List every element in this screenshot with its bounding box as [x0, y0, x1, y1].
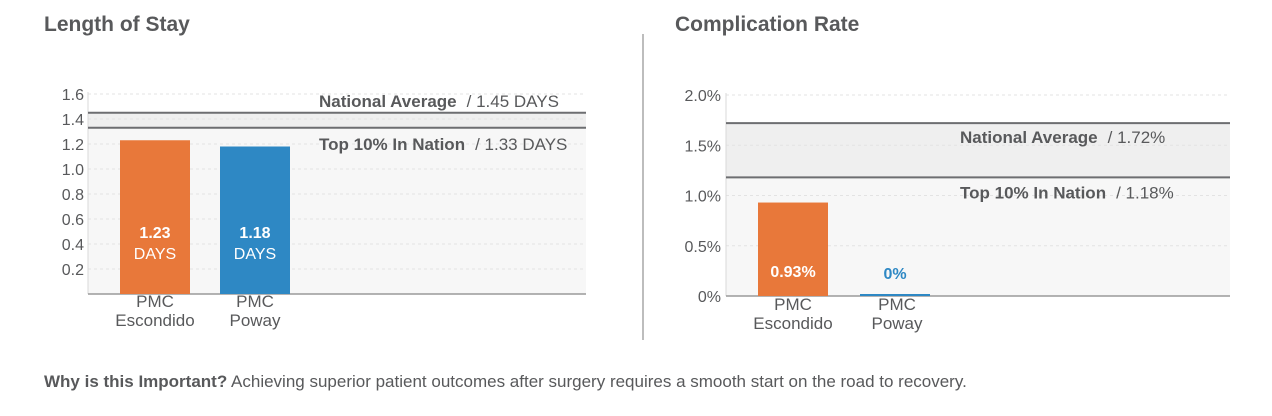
y-tick-label: 1.0	[62, 162, 84, 179]
bar	[120, 140, 190, 294]
y-tick-label: 0.8	[62, 187, 84, 204]
x-category-label: PMC	[774, 295, 812, 314]
y-tick-label: 0.6	[62, 212, 84, 229]
bar	[220, 146, 290, 294]
panel-divider	[642, 34, 644, 340]
x-category-label: Poway	[229, 311, 281, 330]
y-tick-label: 0.4	[62, 237, 84, 254]
bar	[758, 202, 828, 296]
footer-note: Why is this Important? Achieving superio…	[44, 372, 967, 392]
x-category-label: Poway	[871, 314, 923, 333]
reference-line-name: Top 10% In Nation	[960, 183, 1106, 202]
chart-title-complication-rate: Complication Rate	[675, 13, 860, 36]
y-tick-label: 1.5%	[685, 138, 721, 155]
y-tick-label: 0%	[698, 289, 721, 306]
y-tick-label: 2.0%	[685, 88, 721, 105]
bar-value-label: 1.23	[139, 225, 170, 242]
y-tick-label: 1.6	[62, 87, 84, 104]
y-tick-label: 0.5%	[685, 239, 721, 256]
reference-band	[726, 123, 1230, 178]
bar-value-label: 1.18	[239, 225, 270, 242]
y-tick-label: 1.2	[62, 137, 84, 154]
x-category-label: PMC	[236, 292, 274, 311]
bar	[860, 294, 930, 296]
y-tick-label: 1.0%	[685, 189, 721, 206]
y-tick-label: 0.2	[62, 262, 84, 279]
bar-value-label: DAYS	[134, 246, 176, 263]
reference-line-value: / 1.45 DAYS	[467, 92, 559, 111]
x-category-label: PMC	[136, 292, 174, 311]
x-category-label: PMC	[878, 295, 916, 314]
bar-value-label: 0%	[883, 266, 906, 283]
reference-line-value: / 1.18%	[1116, 183, 1174, 202]
reference-line-label: Top 10% In Nation / 1.18%	[960, 183, 1174, 202]
reference-line-name: National Average	[319, 92, 457, 111]
x-category-label: Escondido	[115, 311, 194, 330]
x-category-label: Escondido	[753, 314, 832, 333]
reference-line-name: Top 10% In Nation	[319, 135, 465, 154]
chart-title-length-of-stay: Length of Stay	[44, 13, 190, 36]
reference-line-value: / 1.72%	[1108, 128, 1166, 147]
footer-question: Why is this Important?	[44, 372, 228, 391]
bar-value-label: DAYS	[234, 246, 276, 263]
reference-line-name: National Average	[960, 128, 1098, 147]
y-tick-label: 1.4	[62, 112, 84, 129]
reference-line-label: National Average / 1.72%	[960, 128, 1165, 147]
bar-value-label: 0.93%	[770, 264, 815, 281]
reference-band	[88, 112, 586, 128]
reference-line-value: / 1.33 DAYS	[475, 135, 567, 154]
footer-text: Achieving superior patient outcomes afte…	[231, 372, 967, 391]
reference-line-label: National Average / 1.45 DAYS	[319, 92, 559, 111]
reference-line-label: Top 10% In Nation / 1.33 DAYS	[319, 135, 567, 154]
